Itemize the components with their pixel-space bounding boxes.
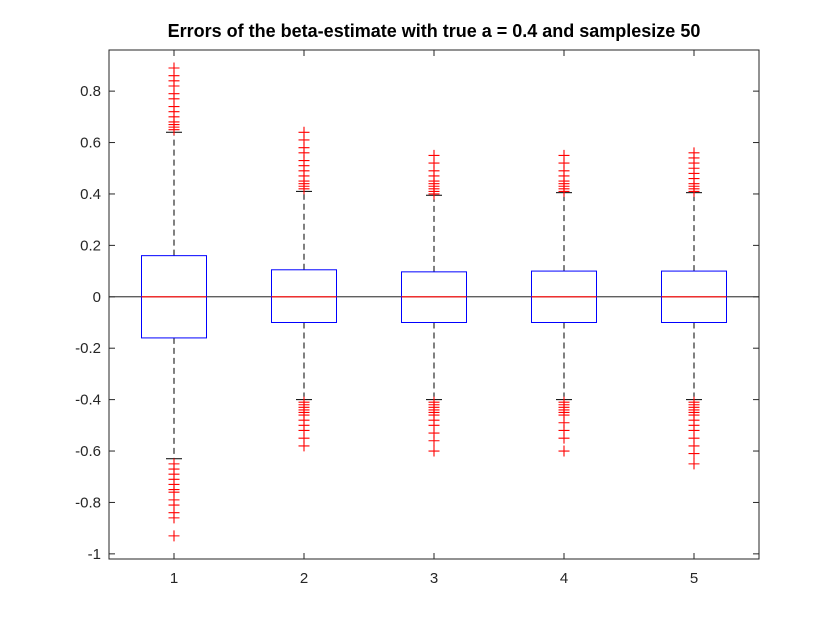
y-tick-label: -0.6 (75, 443, 101, 460)
y-tick-label: -0.4 (75, 392, 101, 409)
y-tick-label: 0.4 (80, 186, 101, 203)
y-tick-label: -0.8 (75, 494, 101, 511)
iqr-box (271, 269, 337, 323)
outlier-marker (168, 62, 180, 74)
outlier-marker (298, 440, 310, 452)
outlier-marker (168, 530, 180, 542)
y-tick-label: -0.2 (75, 340, 101, 357)
x-tick-label: 4 (560, 570, 568, 587)
y-tick-label: -1 (88, 546, 101, 563)
outlier-marker (558, 445, 570, 457)
y-tick-label: 0.8 (80, 83, 101, 100)
box-2 (271, 126, 337, 452)
outlier-marker (298, 126, 310, 138)
outlier-marker (558, 149, 570, 161)
box-5 (661, 147, 727, 470)
y-tick-label: 0.6 (80, 135, 101, 152)
y-tick-label: 0.2 (80, 237, 101, 254)
x-tick-label: 5 (690, 570, 698, 587)
outlier-marker (428, 149, 440, 161)
outlier-marker (688, 147, 700, 159)
outlier-marker (168, 512, 180, 524)
x-tick-label: 3 (430, 570, 438, 587)
x-tick-label: 1 (170, 570, 178, 587)
outlier-marker (688, 448, 700, 460)
box-4 (531, 149, 597, 457)
x-tick-label: 2 (300, 570, 308, 587)
outlier-marker (428, 435, 440, 447)
boxes-group (141, 62, 727, 542)
outlier-marker (558, 432, 570, 444)
y-axis: -1 -0.8 -0.6 -0.4 -0.2 0 0.2 0.4 0.6 0.8 (75, 83, 759, 563)
chart-title: Errors of the beta-estimate with true a … (168, 21, 701, 41)
box-1 (141, 62, 207, 542)
outlier-marker (688, 458, 700, 470)
y-tick-label: 0 (93, 289, 101, 306)
outlier-marker (428, 445, 440, 457)
x-axis: 1 2 3 4 5 (170, 50, 698, 587)
box-3 (401, 149, 467, 457)
